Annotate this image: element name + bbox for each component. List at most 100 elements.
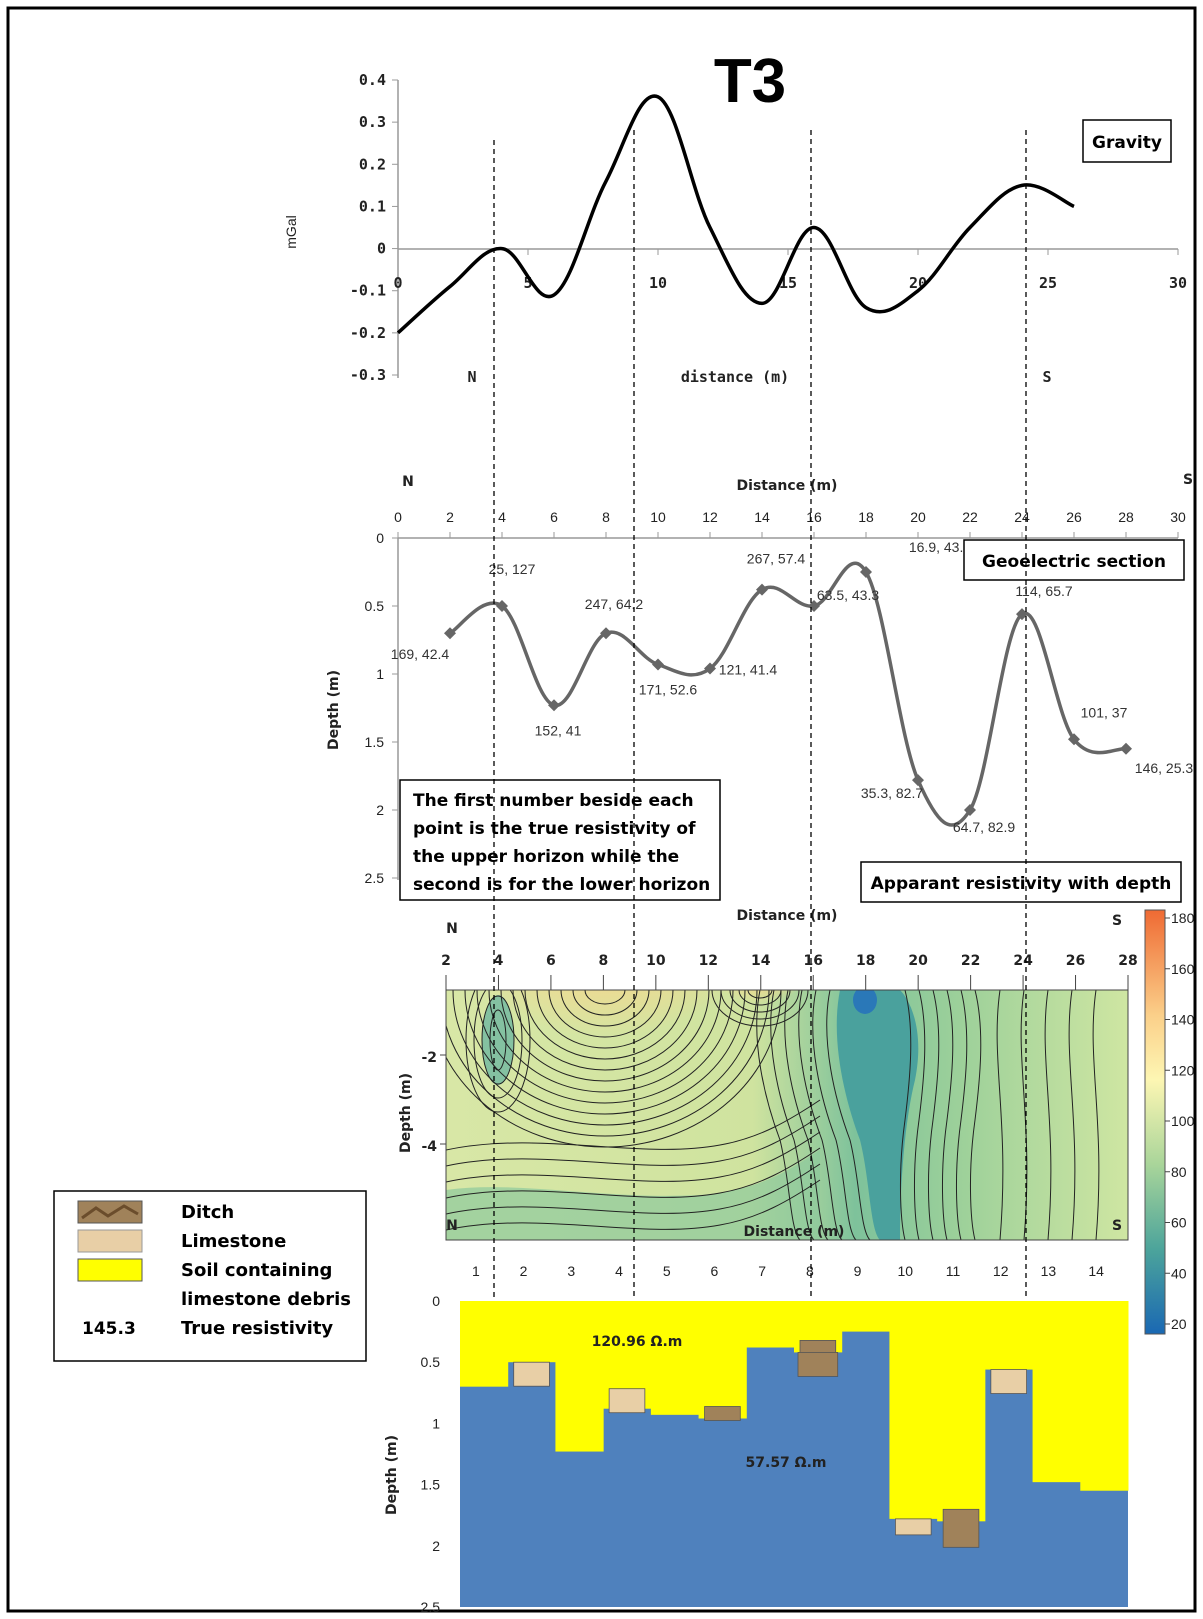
geo-xtick-label: 2 (446, 509, 454, 525)
contour-line (473, 990, 523, 1099)
geo-note: The first number beside each point is the… (413, 791, 710, 895)
model-ditch-block (942, 1508, 980, 1548)
colorbar-tick-label: 100 (1171, 1113, 1195, 1129)
geoelectric-chart: 0 2 4 6 8 10 12 14 16 18 20 22 24 26 28 30 00.511.522.5… (326, 472, 1193, 901)
figure-title: T3 (714, 47, 786, 116)
model-ditch-block (704, 1406, 741, 1421)
geo-data-label: 35.3, 82.7 (861, 785, 923, 801)
contour-line (996, 990, 1004, 1240)
contour-line (747, 990, 773, 999)
geo-data-point (860, 566, 872, 578)
gravity-box-label: Gravity (1092, 133, 1162, 153)
gravity-xlabel: distance (m) (681, 368, 789, 386)
geo-xlabel: Distance (m) (737, 478, 838, 494)
colorbar-tick-label: 180 (1171, 910, 1195, 926)
contour-high-zone-2 (720, 990, 800, 1025)
correlation-lines (493, 130, 1027, 1300)
contour-line (942, 990, 954, 1240)
model-upper-horizon-column (650, 1301, 700, 1415)
geo-data-point (704, 662, 716, 675)
contour-line (446, 1131, 821, 1183)
model-upper-horizon-column (746, 1301, 795, 1348)
gravity-xtick-label: 30 (1169, 274, 1187, 292)
model-upper-horizon-column (460, 1301, 509, 1387)
contour-chart: Apparant resistivity with depth Distance… (398, 861, 1195, 1335)
geo-ylabel: Depth (m) (326, 670, 342, 750)
contour-lower-band (446, 1150, 820, 1240)
contour-low-zone-2 (836, 990, 919, 1240)
contour-line (928, 990, 940, 1240)
geo-data-label: 25, 127 (489, 561, 536, 577)
contour-line (900, 990, 912, 1240)
legend-swatch-limestone (77, 1229, 143, 1253)
gravity-chart: 0.40.30.20.10-0.1-0.2-0.3 0 5 10 15 20 25 30 m… (283, 71, 1187, 386)
contour-line (1068, 990, 1076, 1240)
geo-data-label: 121, 41.4 (719, 662, 778, 678)
legend-item-label: limestone debris (181, 1289, 351, 1310)
contour-line (1044, 990, 1052, 1240)
contour-ytick-label: -2 (421, 1050, 437, 1066)
contour-line (446, 1115, 821, 1167)
model-ytick-label: 1 (432, 1415, 440, 1431)
geo-xtick-label: 14 (754, 509, 770, 525)
colorbar (1144, 909, 1166, 1335)
model-xtick-label: 1 (472, 1263, 480, 1279)
model-xtick-label: 11 (946, 1263, 961, 1279)
gravity-ytick-label: -0.3 (350, 366, 386, 384)
legend: Ditch Limestone Soil containing limestone d… (53, 1190, 367, 1362)
legend-item-label: Limestone (181, 1231, 286, 1252)
legend-item-label: True resistivity (181, 1318, 333, 1339)
colorbar-tick-label: 140 (1171, 1012, 1195, 1028)
model-upper-horizon-column (1080, 1301, 1129, 1491)
legend-swatch-texture (81, 1204, 139, 1220)
contour-ytick-label: -4 (421, 1139, 437, 1155)
contour-line (446, 990, 770, 1137)
model-xtick-label: 14 (1088, 1263, 1104, 1279)
contour-xtick-label: 28 (1118, 953, 1137, 969)
contour-line (488, 990, 722, 1093)
geo-data-point (912, 774, 924, 787)
geo-data-point (1068, 733, 1080, 746)
contour-line (770, 990, 815, 1240)
contour-box (860, 861, 1182, 903)
contour-xtick-label: 4 (494, 953, 504, 969)
geo-data-point (964, 804, 976, 816)
geo-xtick-label: 16 (806, 509, 822, 525)
contour-ylabel: Depth (m) (398, 1073, 414, 1153)
contour-line (1020, 990, 1028, 1240)
contour-line (738, 990, 782, 1006)
geo-data-point (600, 627, 612, 640)
model-south-label: S (1112, 1218, 1122, 1234)
model-limestone-block (895, 1518, 932, 1536)
geo-note-line: point is the true resistivity of (413, 819, 696, 839)
geo-xtick-label: 28 (1118, 509, 1134, 525)
model-ylabel: Depth (m) (384, 1435, 400, 1515)
geo-data-point (444, 627, 456, 640)
contour-line (512, 990, 698, 1071)
model-upper-horizon-column (937, 1301, 986, 1522)
model-lower-label: 57.57 Ω.m (746, 1455, 827, 1471)
gravity-ytick-label: 0.1 (359, 197, 386, 215)
geo-data-point (652, 658, 664, 671)
geo-data-label: 63.5, 43.3 (817, 587, 879, 603)
contour-line (500, 990, 710, 1082)
geo-xtick-label: 26 (1066, 509, 1082, 525)
colorbar-tick-label: 60 (1171, 1215, 1187, 1231)
geo-data-label: 64.7, 82.9 (953, 819, 1015, 835)
gravity-ylabel: mGal (283, 215, 299, 248)
model-upper-horizon-column (984, 1301, 1034, 1370)
geo-note-line: second is for the lower horizon (413, 875, 710, 895)
contour-min-spot (853, 990, 877, 1014)
contour-line (524, 990, 686, 1060)
geo-data-point (1120, 742, 1132, 755)
contour-line (464, 990, 746, 1115)
gravity-ytick-label: 0.3 (359, 113, 386, 131)
geo-data-label: 152, 41 (535, 722, 582, 738)
model-xtick-label: 9 (854, 1263, 862, 1279)
contour-line (446, 1163, 821, 1215)
contour-line (572, 990, 638, 1016)
geo-north-label: N (402, 474, 414, 490)
geo-ytick-label: 2 (376, 802, 384, 818)
contour-line (812, 990, 857, 1240)
